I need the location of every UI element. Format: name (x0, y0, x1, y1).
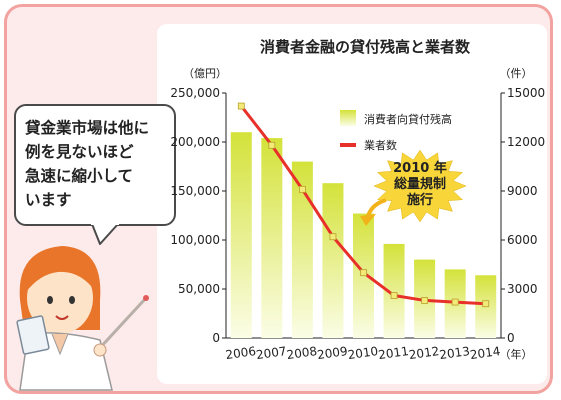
annotation-arrow-head (360, 214, 376, 226)
left-axis-tick-label: 100,000 (170, 233, 220, 247)
x-axis-category-label: 2013 (439, 344, 471, 362)
right-axis-tick-label: 12000 (507, 135, 545, 149)
right-axis-tick-label: 15000 (507, 86, 545, 100)
annotation-line: 総量規制 (394, 176, 446, 192)
speech-bubble-tail-mask (91, 219, 119, 225)
x-axis-category-label: 2006 (225, 344, 257, 362)
right-axis-tick-label: 9000 (507, 184, 538, 198)
annotation-line: 2010 年 (393, 160, 447, 176)
chart-title: 消費者金融の貸付残高と業者数 (260, 38, 471, 56)
speech-line: 急速に縮小して (25, 167, 134, 185)
right-axis-tick-label: 0 (507, 331, 515, 345)
left-axis-tick-label: 250,000 (170, 86, 220, 100)
bar (261, 138, 283, 338)
speech-bubble-tail (91, 223, 119, 245)
left-axis-tick-label: 150,000 (170, 184, 220, 198)
speech-bubble-text: 貸金業市場は他に 例を見ないほど 急速に縮小して います (25, 116, 175, 212)
bar (322, 183, 344, 338)
left-axis-unit: （億円） (183, 67, 227, 80)
line-marker (360, 269, 367, 277)
speech-line: 例を見ないほど (25, 143, 134, 161)
x-axis-unit: （年） (500, 347, 533, 361)
line-marker (421, 297, 429, 304)
legend-bar-label: 消費者向貸付残高 (364, 112, 452, 126)
x-axis-category-label: 2009 (316, 344, 348, 362)
speech-line: います (25, 191, 72, 209)
line-marker (329, 233, 337, 241)
right-axis-tick-label: 3000 (507, 282, 538, 296)
line-marker (451, 298, 459, 306)
bar (383, 243, 405, 338)
line-marker (390, 292, 398, 299)
speech-line: 貸金業市場は他に (25, 119, 150, 137)
line-marker (298, 185, 306, 193)
x-axis-category-label: 2008 (286, 344, 318, 362)
legend-bar-swatch (340, 110, 356, 126)
left-axis-tick-label: 0 (212, 331, 220, 345)
line-marker (268, 141, 276, 149)
annotation-line: 施行 (407, 192, 433, 208)
left-axis-tick-label: 200,000 (170, 135, 220, 149)
presenter-illustration (16, 246, 149, 391)
right-axis-tick-label: 6000 (507, 233, 538, 247)
line-marker (482, 300, 490, 308)
x-axis-category-label: 2007 (255, 344, 287, 362)
line-marker (237, 102, 245, 110)
annotation-arrow (366, 198, 387, 217)
right-axis-unit: （件） (500, 67, 533, 80)
left-axis-tick-label: 50,000 (178, 282, 220, 296)
legend-line-label: 業者数 (364, 139, 397, 152)
x-axis-category-label: 2010 (347, 344, 379, 362)
bar (291, 161, 313, 338)
annotation-burst (373, 149, 467, 223)
x-axis-category-label: 2014 (469, 344, 501, 362)
bar (230, 132, 252, 338)
x-axis-category-label: 2012 (408, 344, 440, 362)
x-axis-category-label: 2011 (377, 344, 409, 362)
